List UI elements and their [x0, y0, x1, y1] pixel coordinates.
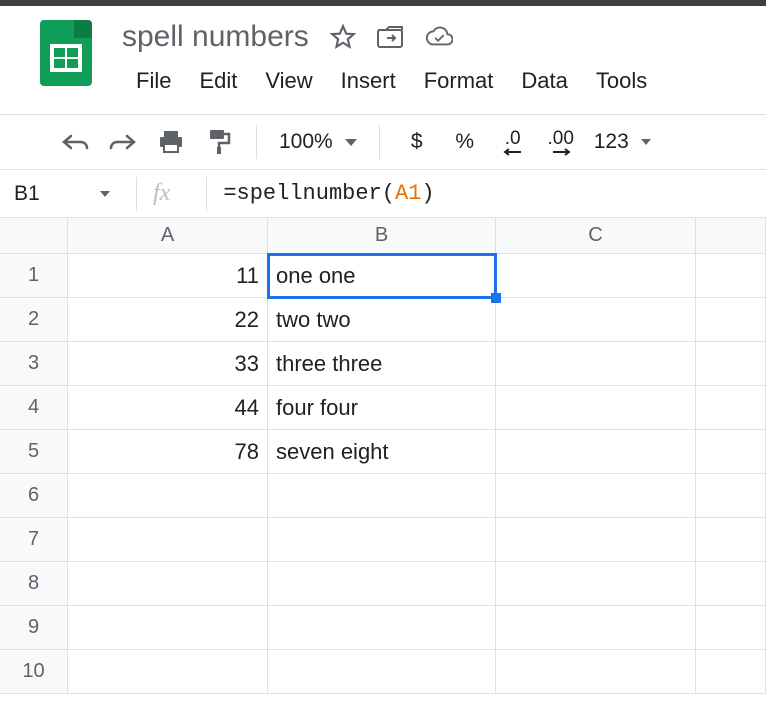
cell[interactable]: [696, 254, 766, 298]
zoom-dropdown[interactable]: 100%: [279, 130, 357, 154]
cell[interactable]: [696, 650, 766, 694]
cell[interactable]: [496, 518, 696, 562]
cell[interactable]: [268, 518, 496, 562]
row-header[interactable]: 9: [0, 606, 68, 650]
cell[interactable]: [696, 430, 766, 474]
caret-down-icon: [345, 139, 357, 146]
row-header[interactable]: 5: [0, 430, 68, 474]
format-percent-button[interactable]: %: [450, 125, 480, 159]
row-header[interactable]: 1: [0, 254, 68, 298]
cell[interactable]: [496, 650, 696, 694]
cell[interactable]: [696, 562, 766, 606]
zoom-value: 100%: [279, 130, 333, 154]
column-header[interactable]: B: [268, 218, 496, 254]
toolbar: 100% $ % .0 .00 123: [0, 114, 766, 170]
name-box-value: B1: [14, 182, 40, 206]
cell[interactable]: [496, 386, 696, 430]
paint-format-icon[interactable]: [204, 125, 234, 159]
cell[interactable]: [496, 430, 696, 474]
cell[interactable]: [696, 518, 766, 562]
cell-value: one one: [276, 263, 356, 289]
column-header[interactable]: A: [68, 218, 268, 254]
cell[interactable]: [268, 650, 496, 694]
menu-data[interactable]: Data: [507, 62, 581, 100]
cell[interactable]: two two: [268, 298, 496, 342]
cell[interactable]: [268, 562, 496, 606]
undo-icon[interactable]: [60, 125, 90, 159]
cell[interactable]: 33: [68, 342, 268, 386]
selection-handle[interactable]: [491, 293, 501, 303]
cell[interactable]: [696, 606, 766, 650]
cell[interactable]: 22: [68, 298, 268, 342]
cell[interactable]: 78: [68, 430, 268, 474]
column-header[interactable]: [696, 218, 766, 254]
format-currency-button[interactable]: $: [402, 125, 432, 159]
menu-insert[interactable]: Insert: [327, 62, 410, 100]
cell-selected[interactable]: one one: [268, 254, 496, 298]
decrease-decimal-button[interactable]: .0: [498, 125, 528, 159]
sheets-logo[interactable]: [40, 20, 92, 86]
more-formats-label: 123: [594, 130, 629, 154]
menu-edit[interactable]: Edit: [185, 62, 251, 100]
cell[interactable]: four four: [268, 386, 496, 430]
row-header[interactable]: 8: [0, 562, 68, 606]
cell[interactable]: 44: [68, 386, 268, 430]
cell[interactable]: [68, 474, 268, 518]
formula-ref: A1: [395, 181, 421, 206]
cell[interactable]: [496, 298, 696, 342]
caret-down-icon: [641, 139, 651, 145]
print-icon[interactable]: [156, 125, 186, 159]
cell[interactable]: [68, 650, 268, 694]
menu-tools[interactable]: Tools: [582, 62, 661, 100]
cell[interactable]: [696, 386, 766, 430]
star-icon[interactable]: [329, 23, 357, 51]
formula-suffix: ): [421, 181, 434, 206]
formula-prefix: =spellnumber(: [223, 181, 395, 206]
cloud-saved-icon[interactable]: [425, 23, 453, 51]
move-icon[interactable]: [377, 23, 405, 51]
row-header[interactable]: 10: [0, 650, 68, 694]
cell[interactable]: [496, 562, 696, 606]
cell[interactable]: [496, 606, 696, 650]
column-header[interactable]: C: [496, 218, 696, 254]
more-formats-dropdown[interactable]: 123: [594, 130, 651, 154]
cell[interactable]: [496, 254, 696, 298]
caret-down-icon: [100, 191, 110, 197]
row-header[interactable]: 6: [0, 474, 68, 518]
redo-icon[interactable]: [108, 125, 138, 159]
cell[interactable]: [268, 606, 496, 650]
row-header[interactable]: 4: [0, 386, 68, 430]
row-header[interactable]: 3: [0, 342, 68, 386]
fx-icon: fx: [153, 180, 170, 207]
cell[interactable]: [68, 562, 268, 606]
cell[interactable]: [268, 474, 496, 518]
cell[interactable]: [696, 342, 766, 386]
menu-view[interactable]: View: [251, 62, 326, 100]
menu-bar: File Edit View Insert Format Data Tools: [122, 62, 766, 100]
cell[interactable]: [696, 474, 766, 518]
increase-decimal-button[interactable]: .00: [546, 125, 576, 159]
cell[interactable]: [496, 342, 696, 386]
document-title[interactable]: spell numbers: [122, 20, 309, 54]
cell[interactable]: [68, 518, 268, 562]
menu-format[interactable]: Format: [410, 62, 508, 100]
cell[interactable]: [496, 474, 696, 518]
cell[interactable]: [68, 606, 268, 650]
cell[interactable]: seven eight: [268, 430, 496, 474]
cell[interactable]: [696, 298, 766, 342]
menu-file[interactable]: File: [122, 62, 185, 100]
name-box[interactable]: B1: [0, 182, 128, 206]
row-header[interactable]: 7: [0, 518, 68, 562]
select-all-corner[interactable]: [0, 218, 68, 254]
formula-bar[interactable]: =spellnumber(A1): [223, 181, 434, 206]
row-header[interactable]: 2: [0, 298, 68, 342]
cell[interactable]: 11: [68, 254, 268, 298]
cell[interactable]: three three: [268, 342, 496, 386]
